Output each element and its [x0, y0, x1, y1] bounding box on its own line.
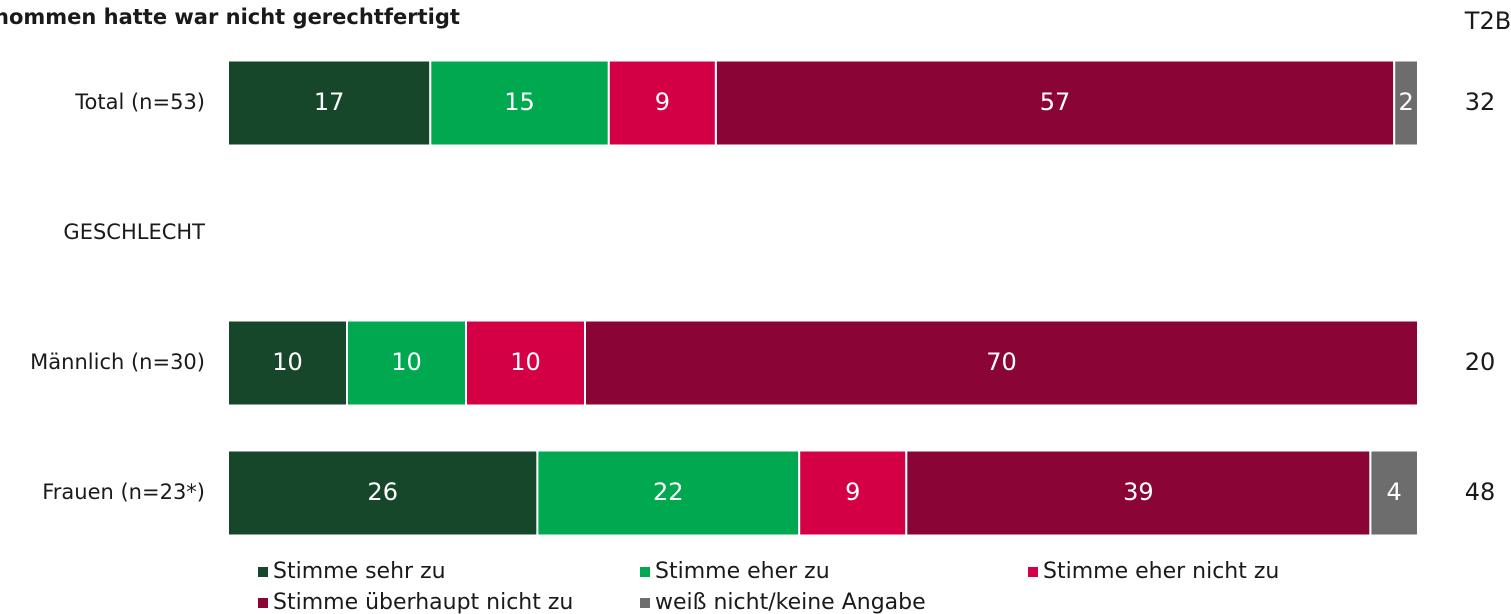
bar-segment: [536, 449, 801, 537]
data-label: 17: [314, 88, 345, 116]
legend-swatch: [1028, 567, 1038, 577]
data-label: 10: [272, 348, 303, 376]
t2b-value: 20: [1465, 348, 1496, 376]
data-label: 70: [986, 348, 1017, 376]
bar-segment: [607, 59, 717, 147]
legend-label: weiß nicht/keine Angabe: [655, 590, 926, 614]
bar-segment: [227, 59, 432, 147]
t2b-value: 32: [1465, 88, 1496, 116]
legend-swatch: [258, 567, 268, 577]
legend-label: Stimme sehr zu: [273, 559, 446, 584]
data-label: 9: [845, 478, 860, 506]
bar-segment: [227, 449, 539, 537]
legend-label: Stimme eher zu: [655, 559, 830, 584]
data-label: 39: [1123, 478, 1154, 506]
data-label: 26: [367, 478, 398, 506]
data-label: 10: [391, 348, 422, 376]
category-label: Total (n=53): [74, 90, 205, 114]
category-label: Frauen (n=23*): [42, 480, 205, 504]
data-label: 10: [510, 348, 541, 376]
data-label: 15: [504, 88, 535, 116]
bar-segment: [1369, 449, 1420, 537]
bar-segment: [227, 319, 348, 407]
legend-swatch: [640, 598, 650, 608]
category-label: Männlich (n=30): [30, 350, 205, 374]
chart-title: hommen hatte war nicht gerechtfertigt: [0, 5, 460, 29]
legend-swatch: [258, 598, 268, 608]
t2b-header: T2B: [1464, 7, 1511, 35]
bar-segment: [346, 319, 467, 407]
bar-segment: [714, 59, 1396, 147]
data-label: 2: [1398, 88, 1413, 116]
t2b-value: 48: [1465, 478, 1496, 506]
data-label: 9: [655, 88, 670, 116]
legend-label: Stimme eher nicht zu: [1043, 559, 1279, 584]
bar-segment: [798, 449, 908, 537]
category-label: GESCHLECHT: [63, 220, 205, 244]
data-label: 22: [653, 478, 684, 506]
bar-segment: [1393, 59, 1419, 147]
bar-segment: [584, 319, 1419, 407]
data-label: 4: [1387, 478, 1402, 506]
legend-swatch: [640, 567, 650, 577]
bar-segment: [905, 449, 1372, 537]
data-label: 57: [1040, 88, 1071, 116]
bar-segment: [429, 59, 610, 147]
legend-label: Stimme überhaupt nicht zu: [273, 590, 573, 614]
